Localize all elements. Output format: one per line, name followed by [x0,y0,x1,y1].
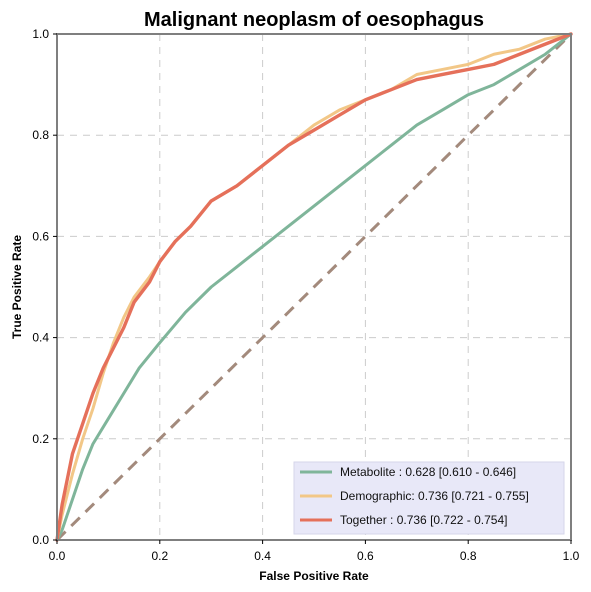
metabolite-legend-label: Metabolite : 0.628 [0.610 - 0.646] [340,465,516,479]
x-axis-label: False Positive Rate [259,569,369,583]
chart-title: Malignant neoplasm of oesophagus [144,9,484,31]
tick-layer: 0.0 0.2 0.4 0.6 0.8 1.0 0.0 0.2 0.4 0.6 0.8 1.0 [32,27,579,563]
y-tick-label: 0.2 [32,432,49,446]
legend: Metabolite : 0.628 [0.610 - 0.646] Demogr… [293,461,565,535]
legend-box [293,461,565,535]
x-tick-label: 0.8 [460,549,477,563]
together-legend-label: Together : 0.736 [0.722 - 0.754] [340,513,507,527]
x-tick-label: 0.4 [254,549,271,563]
plot-frame [56,33,572,541]
y-tick-label: 0.6 [32,229,49,243]
together-roc-curve [55,32,573,542]
y-tick-label: 0.0 [32,533,49,547]
y-axis-label: True Positive Rate [10,235,24,339]
reference-layer [55,32,573,542]
y-tick-label: 1.0 [32,27,49,41]
x-tick-label: 0.6 [357,549,374,563]
y-tick-label: 0.4 [32,331,49,345]
legend-items: Metabolite : 0.628 [0.610 - 0.646] Demogr… [300,465,529,527]
series-layer [55,32,573,542]
y-tick-label: 0.8 [32,128,49,142]
x-tick-label: 0.0 [49,549,66,563]
chance-reference-line [55,32,573,542]
demographic-legend-label: Demographic: 0.736 [0.721 - 0.755] [340,489,529,503]
metabolite-roc-curve [55,32,573,542]
grid-layer [57,34,571,540]
x-tick-label: 0.2 [151,549,168,563]
x-tick-label: 1.0 [563,549,580,563]
